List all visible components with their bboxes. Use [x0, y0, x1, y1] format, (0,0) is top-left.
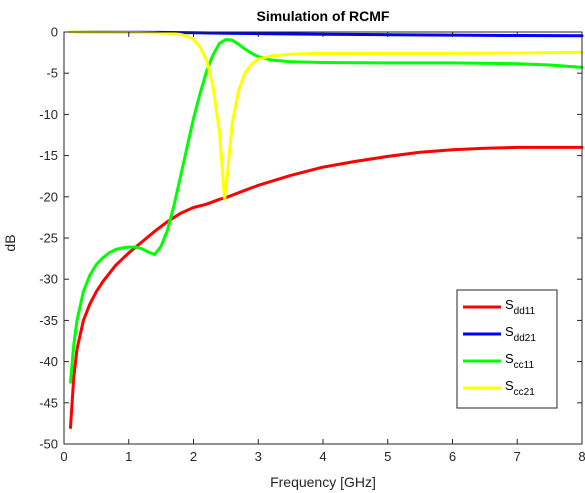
chart-title: Simulation of RCMF: [257, 8, 390, 24]
y-tick-label: -10: [39, 107, 58, 122]
x-tick-label: 7: [514, 449, 521, 464]
tick-labels: 0 1 2 3 4 5 6 7 8 0 -5 -10 -15 -20 -25 -30 -35 -40 -45 -50: [39, 25, 585, 465]
legend-label-dd21: Sdd21: [505, 324, 536, 344]
y-tick-label: -35: [39, 313, 58, 328]
y-tick-label: -40: [39, 354, 58, 369]
y-tick-label: -30: [39, 272, 58, 287]
series-lines: [69, 30, 584, 429]
axes: [63, 31, 583, 445]
x-tick-label: 5: [384, 449, 391, 464]
x-tick-label: 3: [255, 449, 262, 464]
legend-label-dd11: Sdd11: [505, 297, 536, 317]
x-tick-label: 6: [449, 449, 456, 464]
x-tick-label: 2: [190, 449, 197, 464]
x-tick-label: 8: [578, 449, 585, 464]
series-line-cc21: [69, 30, 584, 201]
legend: Sdd11 Sdd21 Scc11 Scc21: [456, 289, 558, 409]
y-axis-label: dB: [2, 234, 18, 251]
y-tick-label: -50: [39, 437, 58, 452]
legend-label-cc11: Scc11: [505, 351, 534, 371]
x-tick-label: 4: [319, 449, 326, 464]
x-axis-label: Frequency [GHz]: [270, 474, 376, 490]
x-tick-label: 1: [125, 449, 132, 464]
y-tick-label: -45: [39, 395, 58, 410]
series-line-cc11: [69, 37, 584, 384]
legend-label-cc21: Scc21: [505, 378, 535, 398]
y-tick-label: 0: [51, 25, 58, 40]
y-tick-label: -20: [39, 189, 58, 204]
series-line-dd11: [69, 145, 584, 429]
y-tick-label: -5: [46, 66, 58, 81]
y-tick-label: -25: [39, 231, 58, 246]
y-tick-label: -15: [39, 148, 58, 163]
x-tick-label: 0: [60, 449, 67, 464]
